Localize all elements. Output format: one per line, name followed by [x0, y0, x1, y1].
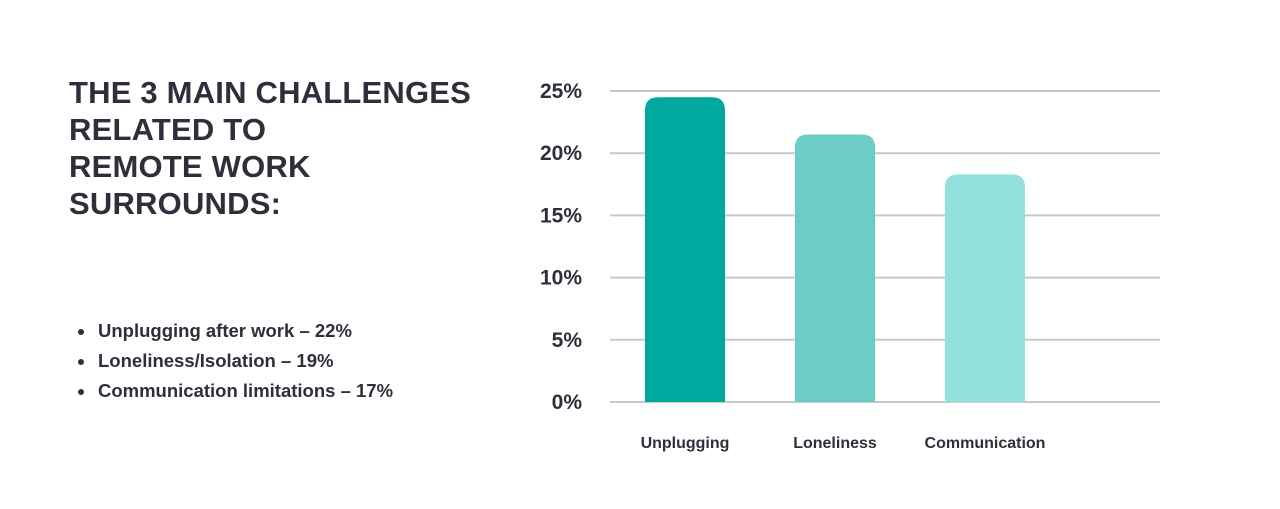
y-tick-label: 5% [552, 329, 583, 352]
bar [795, 134, 875, 403]
title-line-2: RELATED TO [69, 112, 267, 147]
y-tick-label: 0% [552, 391, 583, 414]
title-line-3: REMOTE WORK [69, 149, 311, 184]
bar [945, 174, 1025, 402]
x-category-label: Unplugging [641, 435, 730, 452]
bar [645, 97, 725, 402]
y-tick-label: 20% [540, 142, 582, 165]
title-line-1: THE 3 MAIN CHALLENGES [69, 75, 472, 110]
y-tick-label: 15% [540, 204, 582, 227]
x-category-label: Loneliness [793, 435, 877, 452]
page-title: THE 3 MAIN CHALLENGES RELATED TO REMOTE … [69, 74, 489, 222]
list-item-loneliness: Loneliness/Isolation – 19% [78, 346, 393, 376]
y-tick-label: 25% [540, 80, 582, 103]
x-category-label: Communication [925, 435, 1046, 452]
challenges-list: Unplugging after work – 22% Loneliness/I… [78, 316, 393, 406]
list-item-communication: Communication limitations – 17% [78, 376, 393, 406]
title-line-4: SURROUNDS: [69, 186, 282, 221]
y-tick-label: 10% [540, 267, 582, 290]
list-item-unplugging: Unplugging after work – 22% [78, 316, 393, 346]
